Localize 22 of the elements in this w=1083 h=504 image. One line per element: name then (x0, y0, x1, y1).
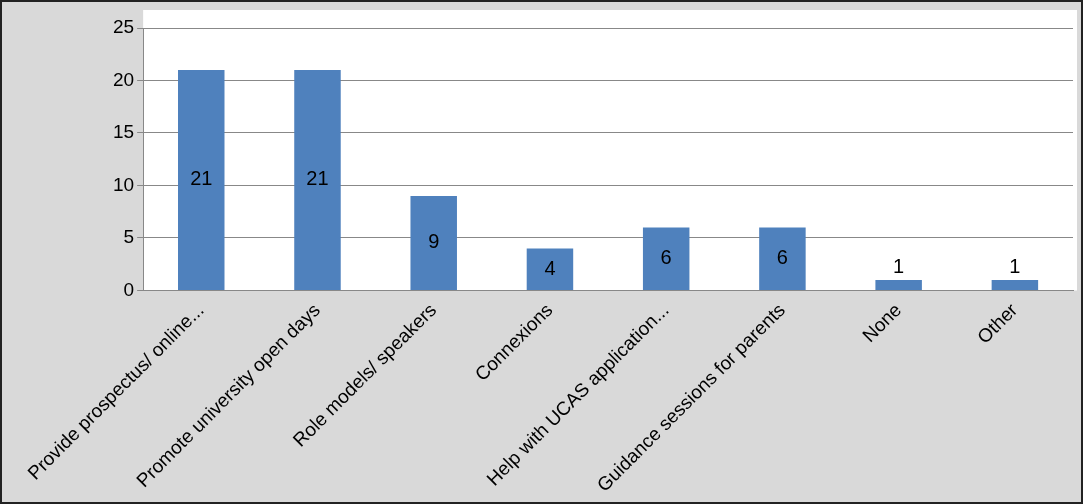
bar (526, 248, 574, 290)
data-label: 9 (428, 230, 440, 253)
bar (410, 195, 457, 290)
data-label: 1 (1009, 255, 1021, 278)
data-label: 21 (190, 167, 213, 190)
bar (178, 69, 225, 290)
y-tick-label: 10 (112, 173, 135, 195)
bar (875, 279, 922, 290)
y-tick-label: 25 (112, 16, 135, 38)
bar (294, 69, 341, 290)
y-tick-label: 5 (123, 226, 135, 248)
data-label: 4 (544, 256, 556, 279)
bar (991, 279, 1039, 290)
data-label: 6 (776, 246, 788, 269)
bar (642, 227, 690, 290)
data-label: 1 (893, 255, 905, 278)
bar (759, 227, 806, 290)
data-label: 6 (660, 246, 672, 269)
y-tick-label: 20 (112, 68, 135, 90)
y-tick-label: 15 (112, 121, 135, 143)
data-label: 21 (306, 167, 329, 190)
y-tick-label: 0 (123, 278, 135, 300)
